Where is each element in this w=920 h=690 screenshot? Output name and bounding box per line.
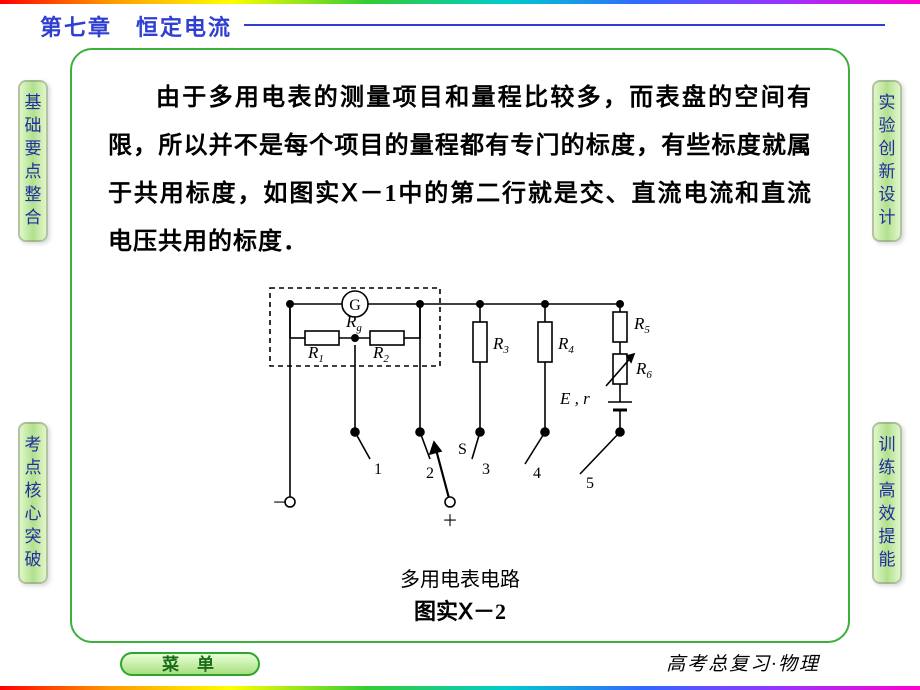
tab-keypoints-label: 考点核心突破: [20, 434, 46, 572]
tab-experiment[interactable]: 实验创新设计: [872, 80, 902, 242]
body-text: 由于多用电表的测量项目和量程比较多，而表盘的空间有限，所以并不是每个项目的量程都…: [108, 74, 812, 266]
diagram-caption-2: 图实Ⅹ－2: [108, 594, 812, 626]
tab-training-label: 训练高效提能: [874, 434, 900, 572]
menu-button-label: 菜单: [162, 655, 232, 674]
label-pos-2: 2: [426, 465, 434, 482]
label-pos-5: 5: [586, 475, 594, 492]
content-panel: 由于多用电表的测量项目和量程比较多，而表盘的空间有限，所以并不是每个项目的量程都…: [70, 48, 850, 643]
rainbow-bar-bottom: [0, 686, 920, 690]
label-R1: R1: [307, 343, 324, 365]
page-root: 第七章 恒定电流 基础要点整合 考点核心突破 实验创新设计 训练高效提能 由于多…: [0, 0, 920, 690]
label-pos-4: 4: [533, 465, 541, 482]
label-R2: R2: [372, 343, 389, 365]
rainbow-bar-top: [0, 0, 920, 4]
tab-keypoints[interactable]: 考点核心突破: [18, 422, 48, 584]
circuit-svg: G Rg R1 R2 R3 R4 R5 R6 E , r S 1 2 3 4 5…: [250, 274, 670, 554]
tab-basics-label: 基础要点整合: [20, 92, 46, 230]
label-pos-3: 3: [482, 461, 490, 478]
tab-experiment-label: 实验创新设计: [874, 92, 900, 230]
label-plus: ＋: [442, 513, 458, 530]
label-R4: R4: [557, 334, 574, 356]
diagram-caption-1: 多用电表电路: [108, 563, 812, 592]
circuit-diagram: G Rg R1 R2 R3 R4 R5 R6 E , r S 1 2 3 4 5…: [108, 274, 812, 626]
chapter-title: 第七章 恒定电流: [40, 10, 244, 42]
menu-button[interactable]: 菜单: [120, 652, 260, 676]
label-S: S: [458, 441, 467, 458]
label-Er: E , r: [559, 389, 590, 408]
tab-training[interactable]: 训练高效提能: [872, 422, 902, 584]
label-R5: R5: [633, 314, 650, 336]
label-minus: －: [272, 495, 288, 512]
label-R3: R3: [492, 334, 509, 356]
footer-text: 高考总复习·物理: [666, 649, 820, 676]
tab-basics[interactable]: 基础要点整合: [18, 80, 48, 242]
label-pos-1: 1: [374, 461, 382, 478]
label-R6: R6: [635, 359, 652, 381]
